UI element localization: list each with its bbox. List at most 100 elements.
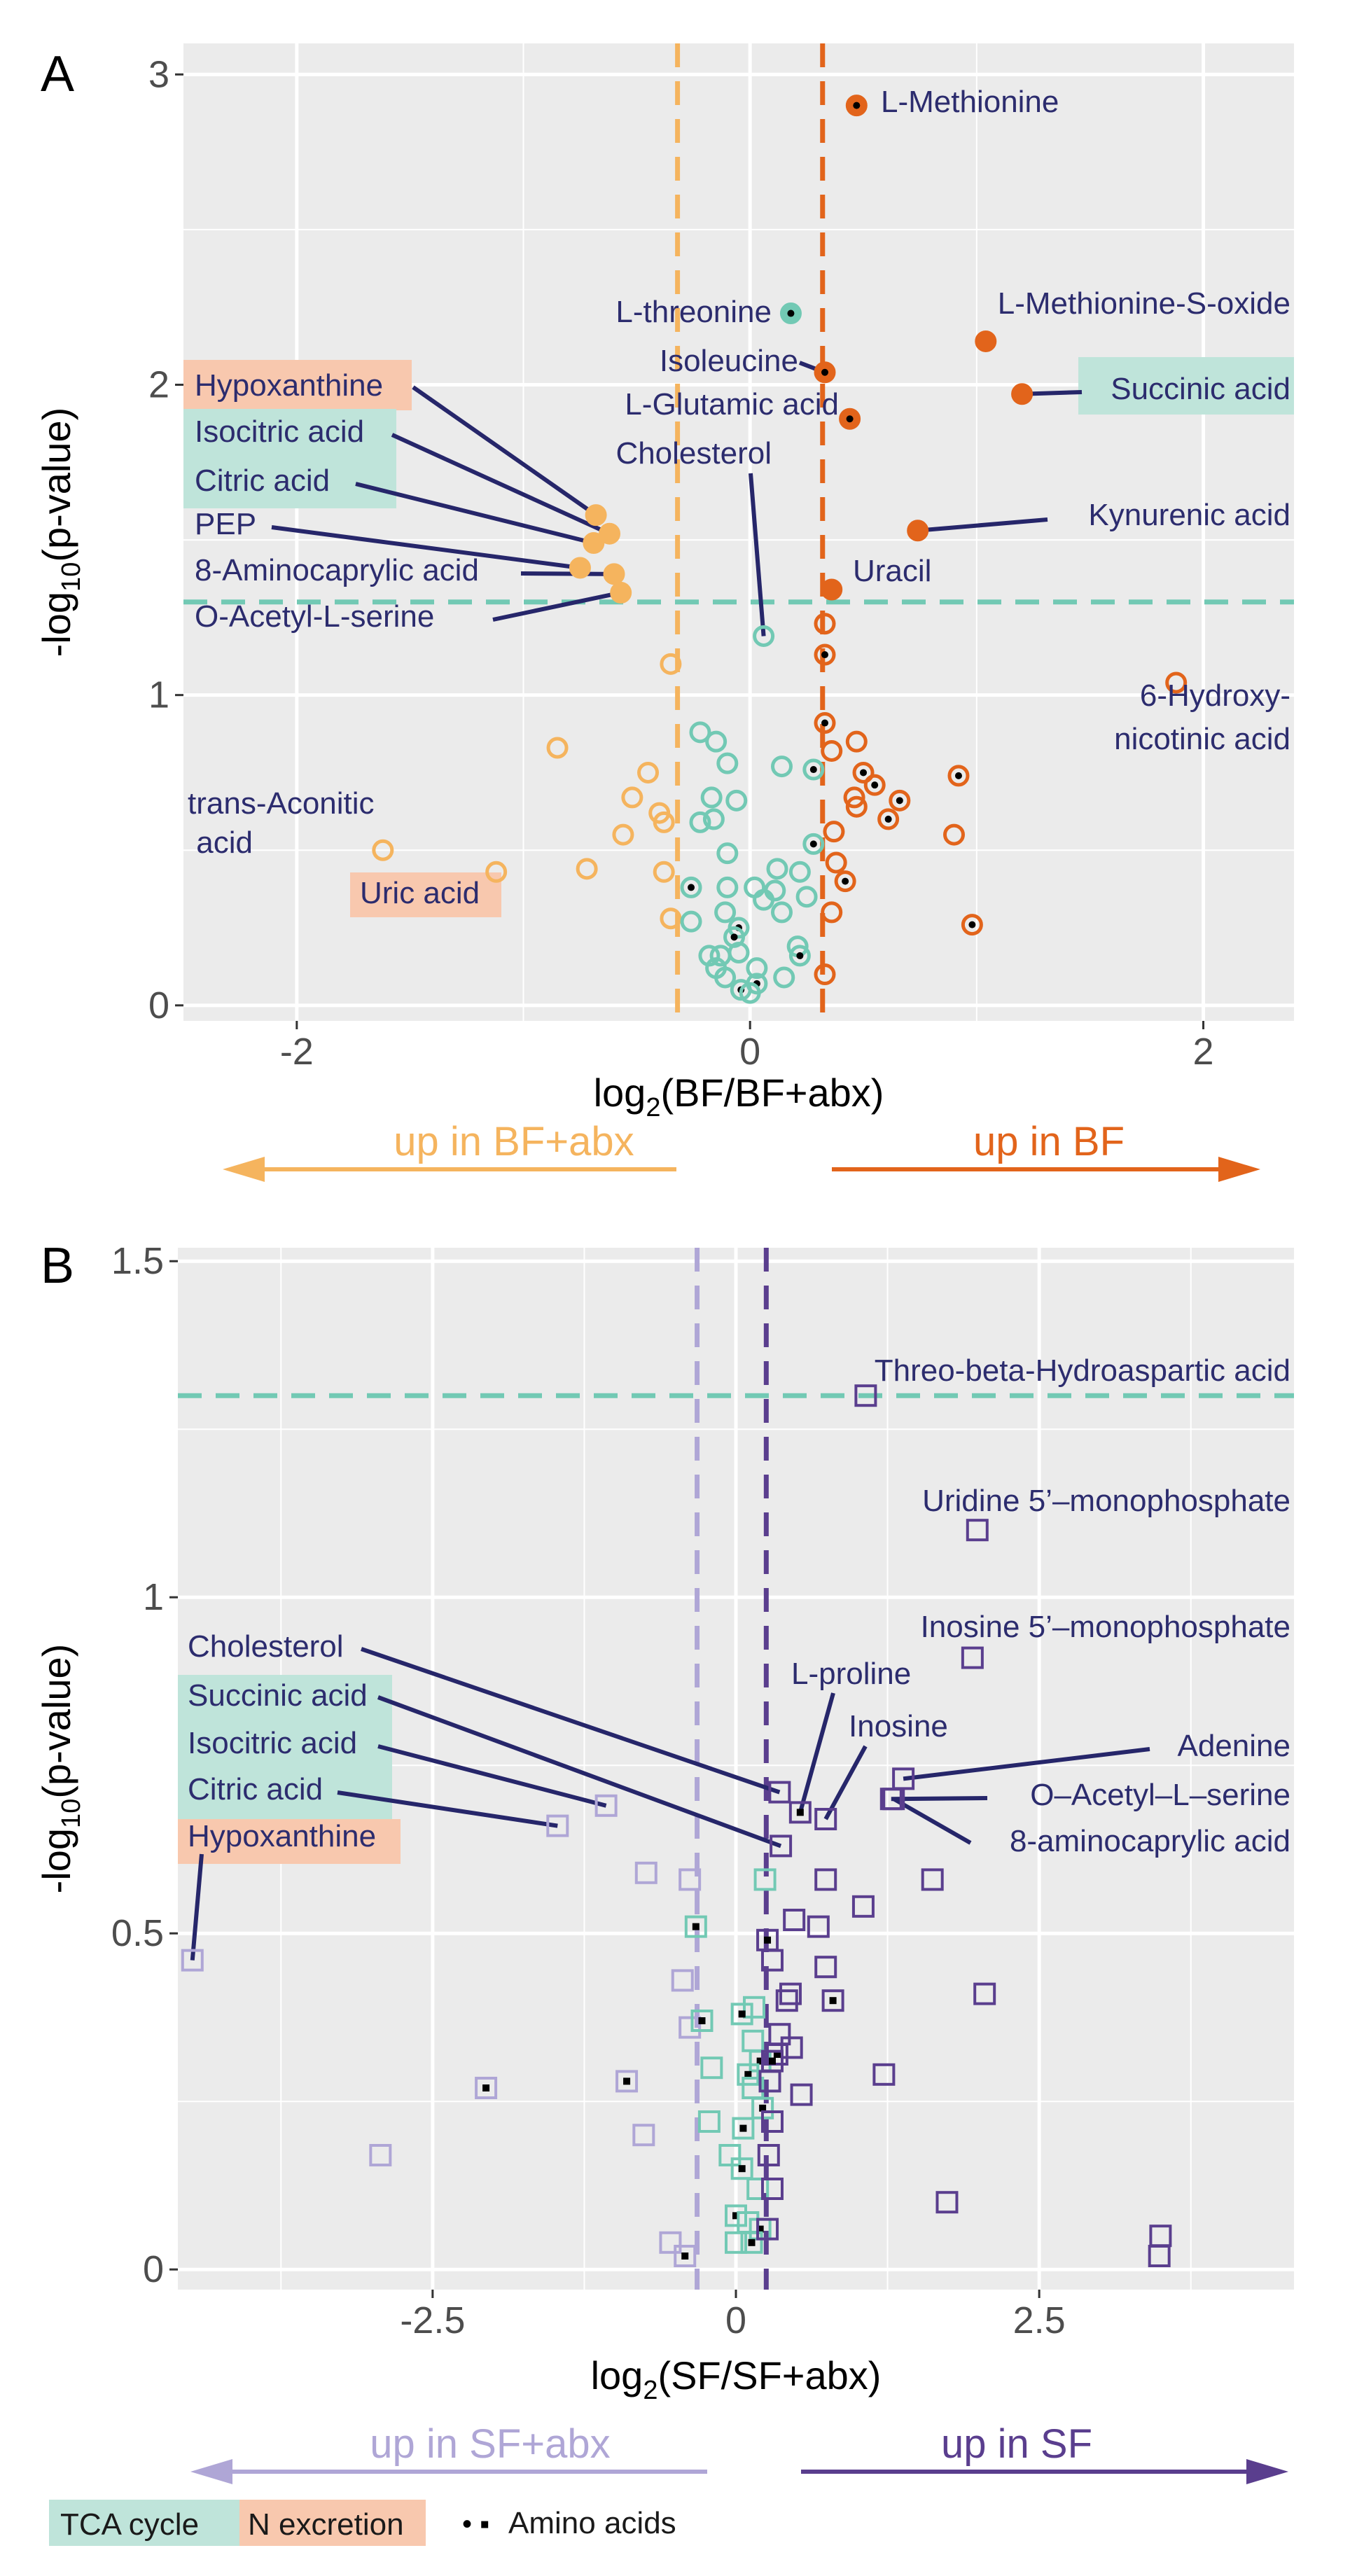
label-leader-line (520, 571, 614, 576)
amino-acid-marker (842, 877, 849, 885)
amino-acid-marker (756, 2057, 764, 2065)
point-label: L-Methionine-S-oxide (998, 286, 1290, 321)
label-leader-line (377, 1744, 607, 1808)
x-axis-label: log2(BF/BF+abx) (594, 1071, 884, 1122)
data-point (814, 643, 836, 666)
arrow-right-label: up in SF (941, 2421, 1092, 2467)
point-label: Hypoxanthine (195, 368, 383, 403)
data-point (730, 2157, 753, 2180)
data-point (700, 786, 723, 809)
data-point (843, 786, 865, 809)
data-point (716, 876, 739, 898)
data-point (790, 2083, 813, 2106)
x-axis-label-base: log (594, 1071, 646, 1115)
point-label: Citric acid (195, 464, 330, 498)
data-point (660, 907, 682, 930)
data-point (825, 851, 847, 874)
point-label: 8-aminocaprylic acid (1010, 1824, 1290, 1858)
data-point (680, 876, 702, 898)
data-point (690, 2010, 714, 2032)
amino-acid-marker (821, 719, 828, 727)
arrow-left-head (190, 2459, 232, 2484)
data-point (653, 811, 675, 833)
amino-acid-marker (829, 1997, 837, 2005)
data-point (660, 653, 682, 675)
labeled-data-point (907, 520, 929, 542)
data-point (679, 2016, 702, 2039)
arrow-left-label: up in BF+abx (394, 1119, 634, 1164)
label-leader-line (903, 1747, 1150, 1781)
point-label: Inosine (849, 1709, 948, 1743)
data-point (795, 886, 818, 908)
y-axis-label: -log10(p-value) (34, 1644, 86, 1894)
data-point (814, 712, 836, 734)
labeled-data-point (603, 563, 625, 585)
x-axis-label-rest: (BF/BF+abx) (660, 1071, 884, 1115)
amino-acid-marker (821, 651, 828, 659)
amino-acid-marker (796, 1809, 804, 1816)
labeled-data-point (975, 330, 997, 352)
data-point (770, 901, 793, 924)
label-highlight (183, 409, 396, 459)
amino-acid-marker (698, 2017, 706, 2024)
y-axis-label-rest: (p-value) (34, 408, 78, 562)
point-label: Uracil (853, 554, 931, 588)
label-leader-line (412, 385, 597, 517)
label-leader-line (917, 517, 1048, 533)
y-axis-label-sub: 10 (57, 562, 86, 592)
legend-amino-symbols: • ▪ (462, 2509, 489, 2540)
point-label: Cholesterol (188, 1629, 344, 1664)
y-axis-label-rest: (p-value) (34, 1644, 78, 1799)
data-point (788, 945, 811, 967)
amino-acid-marker (739, 2124, 747, 2132)
labeled-data-point (546, 1814, 569, 1837)
x-axis-label-sub: 2 (643, 2376, 657, 2405)
data-point (697, 2110, 721, 2133)
y-axis-label: -log10(p-value) (34, 408, 86, 657)
data-point (788, 861, 811, 883)
labeled-data-point (814, 1808, 837, 1830)
label-leader-line (377, 1695, 782, 1849)
y-tick-label: 3 (148, 53, 169, 95)
data-point (369, 2144, 392, 2166)
amino-acid-marker (764, 1936, 772, 1944)
label-leader-line (361, 1647, 781, 1795)
x-axis-label-rest: (SF/SF+abx) (657, 2353, 881, 2397)
amino-acid-marker (821, 368, 828, 376)
data-point (1148, 2245, 1171, 2267)
data-point (947, 765, 970, 787)
x-tick-label: -2.5 (400, 2299, 465, 2341)
data-point (632, 2124, 655, 2147)
data-point (746, 957, 768, 980)
data-point (773, 966, 795, 989)
point-label: Succinic acid (1111, 372, 1290, 406)
arrow-right-head (1246, 2459, 1288, 2484)
amino-acid-marker (773, 2051, 781, 2058)
data-point (576, 858, 598, 880)
data-point (814, 1956, 837, 1979)
data-point (725, 2231, 747, 2254)
panel-letter: B (41, 1238, 74, 1294)
data-point (689, 811, 711, 833)
label-leader-line (337, 1790, 558, 1828)
data-point (612, 823, 634, 846)
point-label: L-threonine (615, 295, 772, 329)
data-point (739, 982, 761, 1004)
point-label: L-proline (791, 1657, 911, 1691)
amino-acid-marker (692, 1923, 700, 1930)
y-tick-label: 1 (143, 1576, 164, 1618)
legend-n-label: N excretion (248, 2507, 404, 2542)
y-axis-label-base: -log (34, 1828, 78, 1893)
y-tick-label: 0 (143, 2248, 164, 2290)
y-tick-label: 1 (148, 674, 169, 716)
point-label: Kynurenic acid (1088, 498, 1290, 532)
data-point (684, 1915, 707, 1938)
point-label: Citric acid (188, 1772, 323, 1806)
data-point (845, 795, 868, 818)
amino-acid-marker (768, 2057, 776, 2065)
arrow-right-head (1218, 1157, 1260, 1182)
panel-b: -2.5 0 2.5 0 0.5 1 1.5 Threo-beta-Hydroaspartic… (34, 1238, 1294, 2484)
data-point (725, 2204, 747, 2227)
point-label: Isocitric acid (188, 1726, 357, 1760)
data-point (653, 861, 675, 883)
